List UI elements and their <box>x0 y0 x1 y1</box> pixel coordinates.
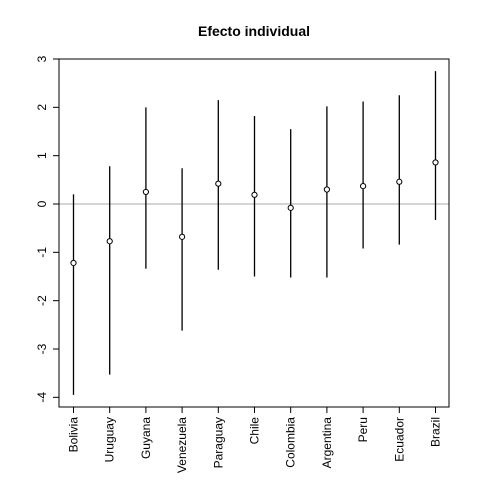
y-tick-label: -1 <box>35 247 49 258</box>
estimate-point <box>396 178 403 185</box>
y-tick-label: 3 <box>35 55 49 62</box>
chart-title: Efecto individual <box>198 23 310 39</box>
y-tick-label: -2 <box>35 295 49 306</box>
x-tick-label: Uruguay <box>103 417 117 462</box>
estimate-point <box>215 180 222 187</box>
estimate-point <box>106 238 113 245</box>
y-tick-label: 1 <box>35 152 49 159</box>
x-tick-label: Argentina <box>320 417 334 469</box>
x-tick-label: Paraguay <box>211 417 225 468</box>
estimate-point <box>179 233 186 240</box>
plot-area: -4 -3 -2 -1 0 1 2 3 Bolivia Uruguay Guyana Venezuel… <box>35 55 449 473</box>
y-tick-label: 2 <box>35 104 49 111</box>
x-tick-label: Venezuela <box>175 417 189 473</box>
estimate-point <box>287 204 294 211</box>
estimate-point <box>70 259 77 267</box>
estimate-point <box>251 191 258 198</box>
x-tick-label: Guyana <box>139 417 153 459</box>
estimate-point <box>360 183 367 190</box>
x-tick-label: Chile <box>248 417 262 445</box>
y-tick-label: -3 <box>35 343 49 354</box>
y-tick-label: -4 <box>35 392 49 403</box>
plot-frame <box>58 58 450 408</box>
y-tick-label: 0 <box>35 200 49 207</box>
x-tick-label: Colombia <box>284 417 298 468</box>
x-tick-label: Bolivia <box>67 417 81 453</box>
estimate-point <box>432 159 439 166</box>
x-tick-label: Ecuador <box>392 417 406 462</box>
estimate-point <box>323 186 330 193</box>
x-tick-label: Brazil <box>429 417 443 447</box>
x-tick-label: Peru <box>356 417 370 442</box>
estimate-point <box>142 188 149 196</box>
